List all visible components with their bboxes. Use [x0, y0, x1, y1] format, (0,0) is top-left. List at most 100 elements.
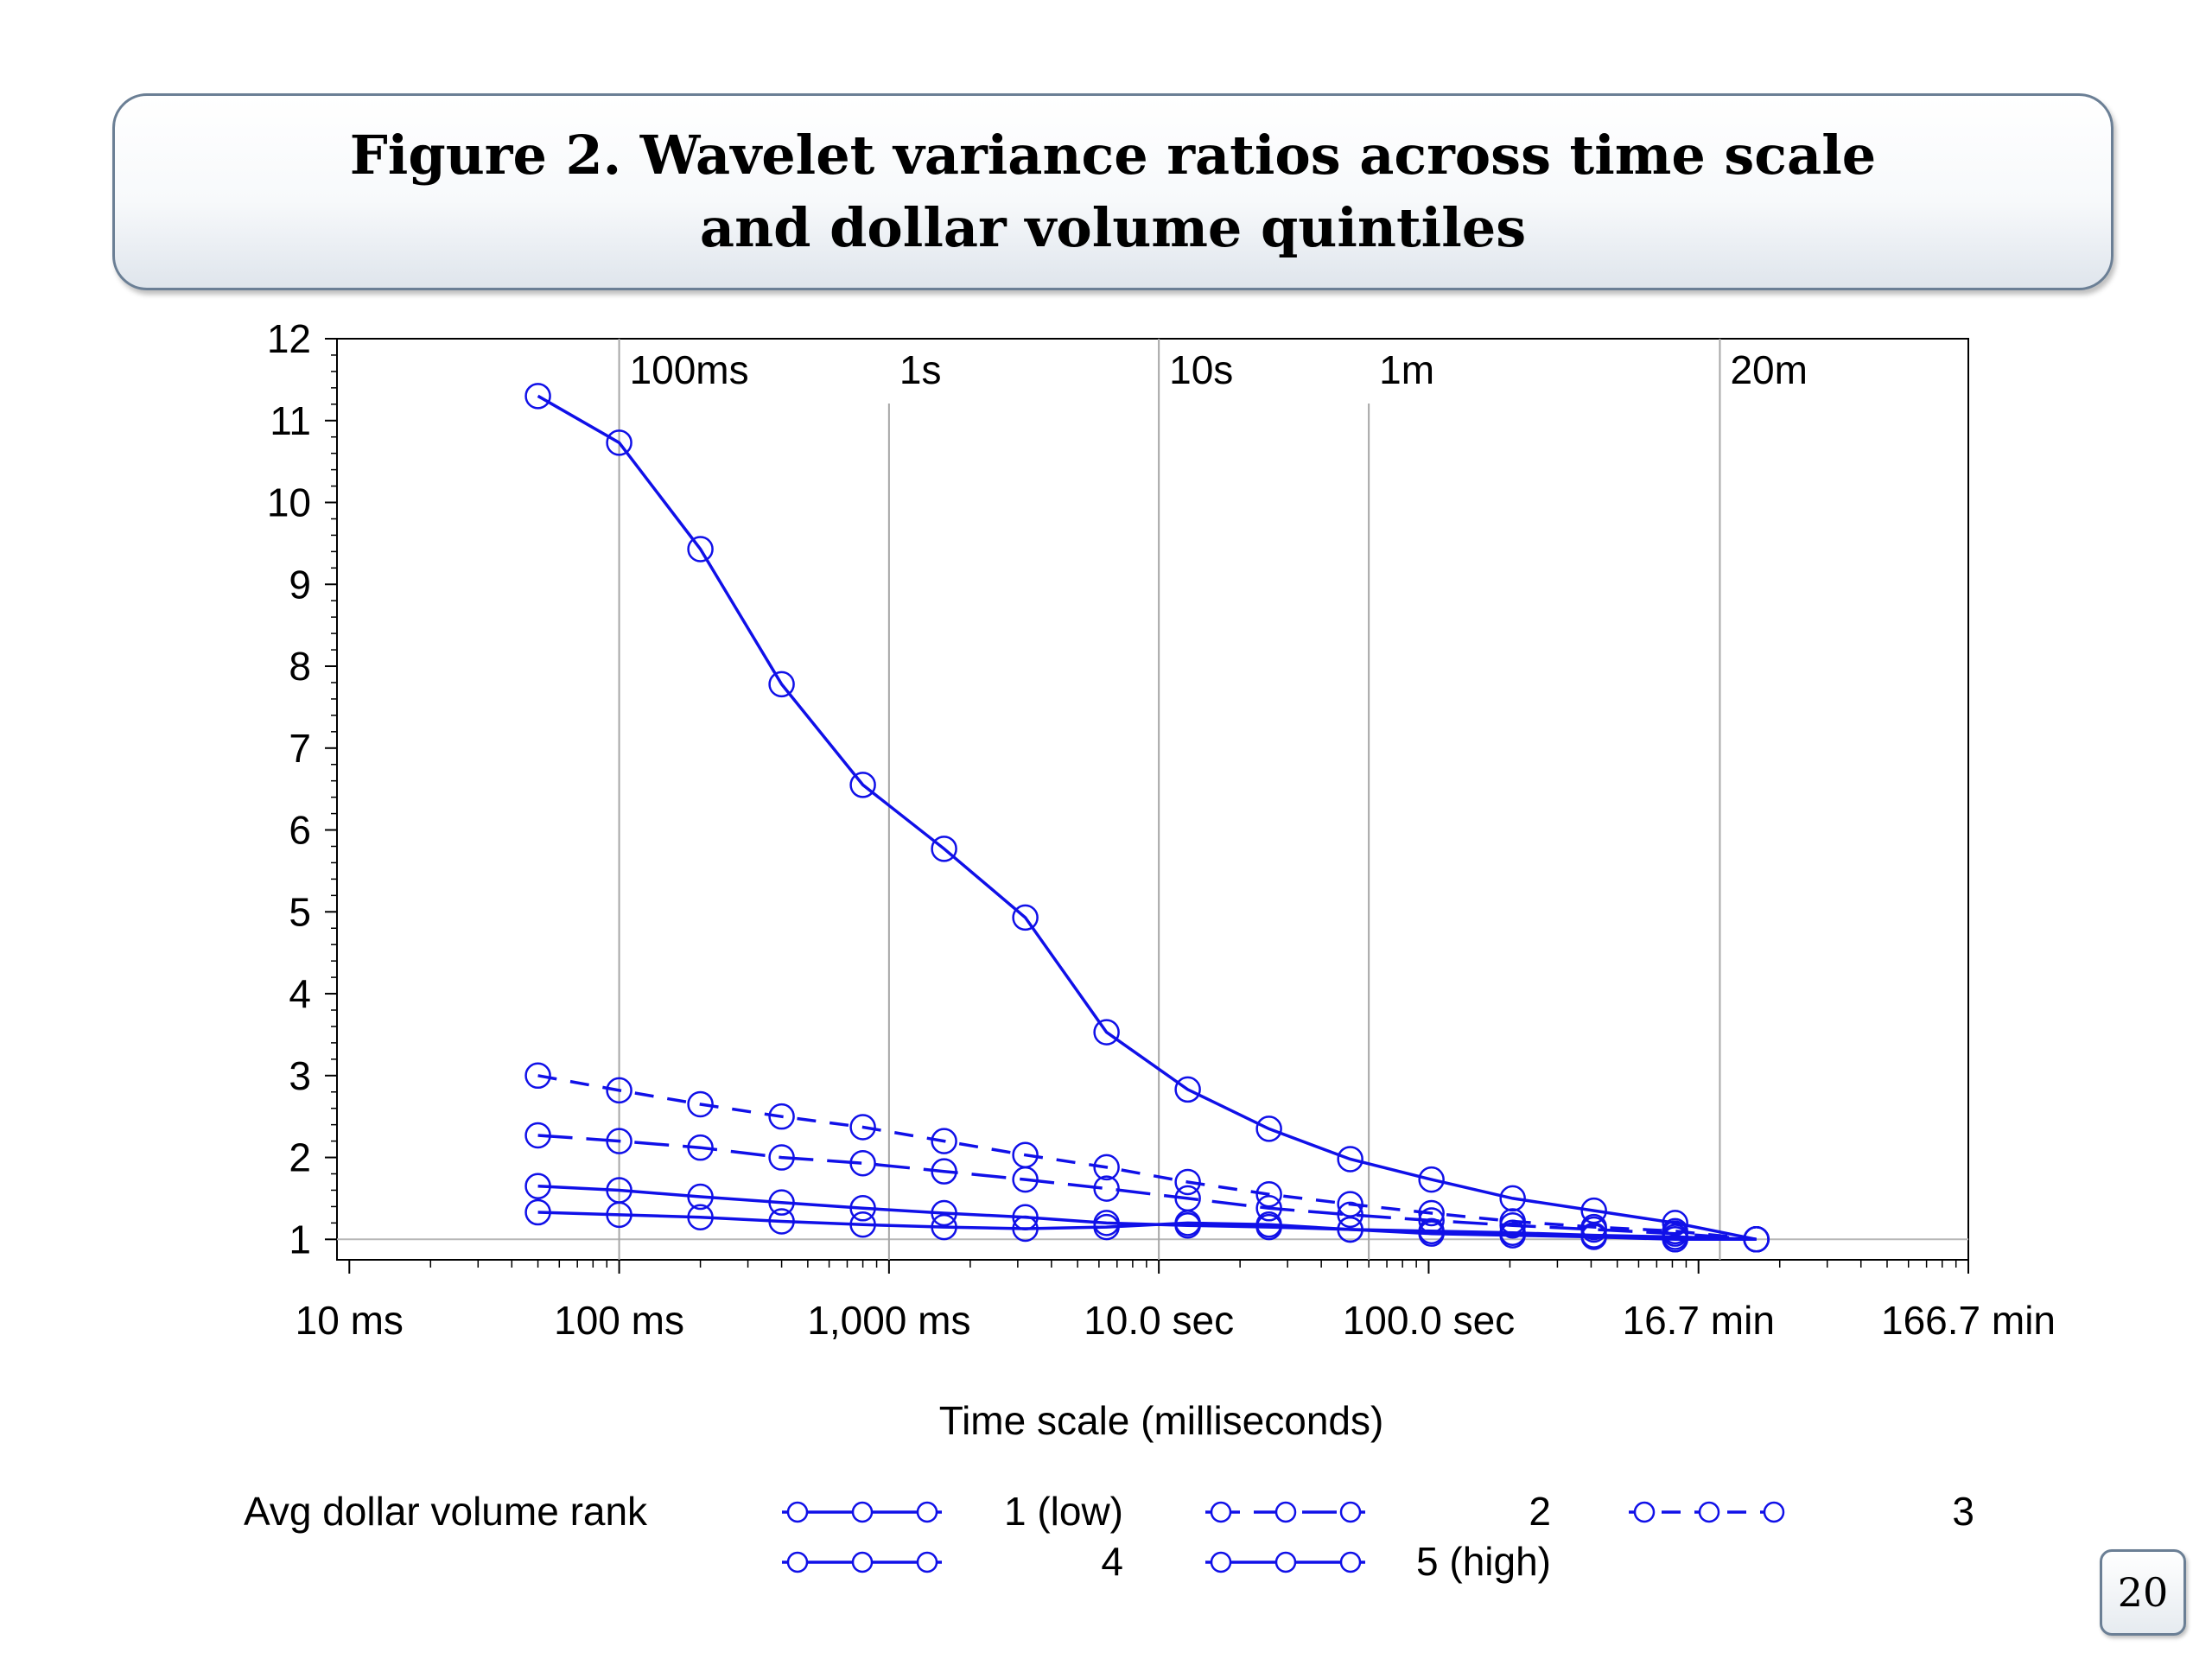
series-2-point	[1093, 1175, 1120, 1202]
legend-label: 4	[1101, 1539, 1123, 1584]
series-1-point	[931, 836, 957, 862]
y-tick-label: 5	[289, 889, 311, 934]
series-2-point	[524, 1122, 551, 1149]
reference-label: 10s	[1169, 347, 1233, 392]
legend-label: 1 (low)	[1004, 1489, 1123, 1534]
slide-title-box: Figure 2. Wavelet variance ratios across…	[112, 93, 2113, 290]
series-4-point	[524, 1173, 551, 1199]
series-1-point	[1093, 1019, 1120, 1046]
series-5-point	[1418, 1220, 1445, 1247]
series-3-point	[1580, 1213, 1607, 1241]
series-1-point	[1337, 1146, 1363, 1173]
legend-entry-1: 1 (low)	[782, 1489, 1123, 1534]
reference-label: 1m	[1379, 347, 1434, 392]
series-3-point	[931, 1128, 957, 1154]
series-1-point	[1174, 1076, 1201, 1103]
series-5-point	[1012, 1215, 1039, 1243]
series-3-point	[1174, 1168, 1201, 1196]
legend-entry-5: 5 (high)	[1205, 1539, 1551, 1584]
series-3-point	[1012, 1141, 1039, 1168]
series-2-point	[606, 1128, 632, 1154]
series-5-point	[1255, 1211, 1282, 1238]
series-3-point	[606, 1077, 632, 1104]
series-3-point	[1662, 1217, 1688, 1245]
y-tick-label: 3	[289, 1053, 311, 1098]
legend-swatch-marker	[1274, 1551, 1297, 1573]
legend-swatch-marker	[1339, 1501, 1362, 1523]
x-tick-label: 16.7 min	[1622, 1298, 1774, 1343]
y-tick-label: 12	[267, 316, 311, 361]
series-group	[524, 383, 1770, 1253]
legend-swatch-marker	[851, 1501, 874, 1523]
legend-swatch-marker	[1698, 1501, 1720, 1523]
legend-label: 3	[1952, 1489, 1974, 1534]
series-3-point	[768, 1103, 795, 1130]
reference-label: 100ms	[630, 347, 749, 392]
legend-swatch-marker	[1210, 1501, 1232, 1523]
y-tick-label: 8	[289, 644, 311, 689]
plot-frame	[336, 338, 1969, 1261]
series-1-point	[687, 536, 714, 563]
slide-title-line-2: and dollar volume quintiles	[699, 196, 1527, 259]
series-4-point	[931, 1199, 957, 1227]
legend-label: 2	[1529, 1489, 1551, 1534]
series-1-point	[1418, 1166, 1445, 1193]
series-3-point	[1093, 1154, 1120, 1181]
legend-entry-4: 4	[782, 1539, 1123, 1584]
series-line-1	[537, 394, 1758, 1242]
x-tick-label: 100 ms	[554, 1298, 684, 1343]
series-5-point	[1337, 1216, 1363, 1243]
y-tick-label: 11	[270, 398, 311, 443]
legend-swatch-marker	[916, 1501, 938, 1523]
x-axis: 10 ms 100 ms 1,000 ms 10.0 sec 100.0 sec 16.7…	[296, 1260, 2056, 1343]
x-tick-label: 166.7 min	[1881, 1298, 2056, 1343]
series-2-point	[849, 1149, 876, 1177]
series-2-point	[1255, 1195, 1282, 1222]
x-tick-label: 10.0 sec	[1084, 1298, 1234, 1343]
series-5-point	[1499, 1222, 1526, 1249]
reference-label: 1s	[899, 347, 942, 392]
series-5-point	[849, 1211, 876, 1238]
series-line-2	[537, 1134, 1757, 1242]
page-number: 20	[2100, 1549, 2186, 1636]
x-tick-label: 1,000 ms	[807, 1298, 970, 1343]
series-3-point	[524, 1062, 551, 1090]
series-5-point	[1580, 1224, 1607, 1250]
series-2-point	[931, 1158, 957, 1185]
legend-swatch-marker	[1274, 1501, 1297, 1523]
x-tick-label: 100.0 sec	[1343, 1298, 1515, 1343]
series-1-point	[524, 383, 551, 410]
series-1-point	[1012, 904, 1039, 931]
reference-label: 20m	[1730, 347, 1807, 392]
y-tick-label: 1	[289, 1217, 311, 1262]
legend-swatch-marker	[916, 1551, 938, 1573]
y-tick-label: 7	[289, 726, 311, 771]
series-5-point	[606, 1201, 632, 1229]
series-4-point	[849, 1195, 876, 1222]
slide-title-line-1: Figure 2. Wavelet variance ratios across…	[349, 124, 1877, 187]
legend-swatch-marker	[1210, 1551, 1232, 1573]
legend-swatch-marker	[1633, 1501, 1656, 1523]
y-tick-label: 2	[289, 1135, 311, 1180]
x-axis-label: Time scale (milliseconds)	[939, 1398, 1384, 1443]
legend-label: 5 (high)	[1416, 1539, 1551, 1584]
series-5-point	[768, 1208, 795, 1235]
series-2-point	[768, 1144, 795, 1171]
series-3-point	[1255, 1180, 1282, 1208]
series-2-point	[687, 1134, 714, 1161]
series-5-point	[687, 1204, 714, 1230]
y-tick-label: 10	[267, 480, 311, 525]
series-3-point	[687, 1090, 714, 1118]
legend-entry-2: 2	[1205, 1489, 1551, 1534]
series-5-point	[524, 1198, 551, 1226]
series-3-point	[1337, 1191, 1363, 1217]
legend-swatch-marker	[786, 1551, 809, 1573]
series-1-point	[1255, 1116, 1282, 1142]
legend: Avg dollar volume rank 1 (low) 2 3 4 5 (high)	[244, 1489, 1974, 1584]
series-5-point	[1743, 1226, 1770, 1253]
legend-entry-3: 3	[1629, 1489, 1974, 1534]
series-1-point	[1499, 1185, 1526, 1212]
series-line-5	[537, 1211, 1757, 1242]
